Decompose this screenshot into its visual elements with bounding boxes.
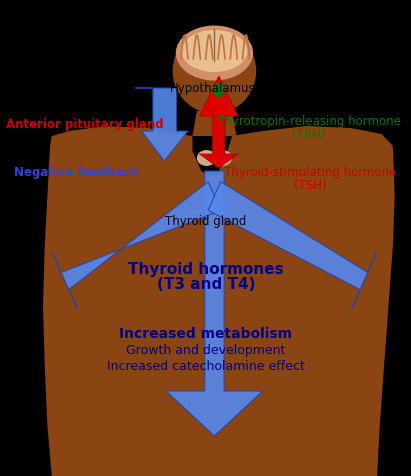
Text: Thyroid gland: Thyroid gland [165, 215, 247, 228]
Text: Negative feedback: Negative feedback [14, 166, 138, 179]
Ellipse shape [173, 30, 256, 114]
Polygon shape [199, 77, 238, 169]
Text: Thyroid-stimulating hormone: Thyroid-stimulating hormone [224, 166, 397, 179]
Polygon shape [43, 127, 395, 476]
Text: (TSH): (TSH) [294, 178, 327, 192]
Text: Thyrotropin-releasing hormone: Thyrotropin-releasing hormone [217, 115, 401, 128]
Polygon shape [135, 89, 188, 162]
Text: Hypothalamus: Hypothalamus [170, 81, 256, 95]
Ellipse shape [212, 151, 232, 167]
Text: Increased metabolism: Increased metabolism [119, 326, 292, 340]
Polygon shape [192, 112, 236, 137]
Text: Anterior pituitary gland: Anterior pituitary gland [6, 117, 164, 130]
Ellipse shape [176, 27, 253, 81]
Ellipse shape [197, 151, 216, 167]
Text: Thyroid hormones: Thyroid hormones [128, 261, 284, 277]
Polygon shape [53, 182, 221, 310]
Polygon shape [208, 182, 376, 310]
Text: (TRH): (TRH) [292, 128, 326, 141]
Polygon shape [166, 172, 263, 436]
Text: (T3 and T4): (T3 and T4) [157, 277, 255, 292]
Ellipse shape [182, 31, 247, 73]
Circle shape [212, 84, 225, 98]
Text: Growth and development: Growth and development [126, 343, 286, 357]
Text: Increased catecholamine effect: Increased catecholamine effect [107, 359, 305, 372]
